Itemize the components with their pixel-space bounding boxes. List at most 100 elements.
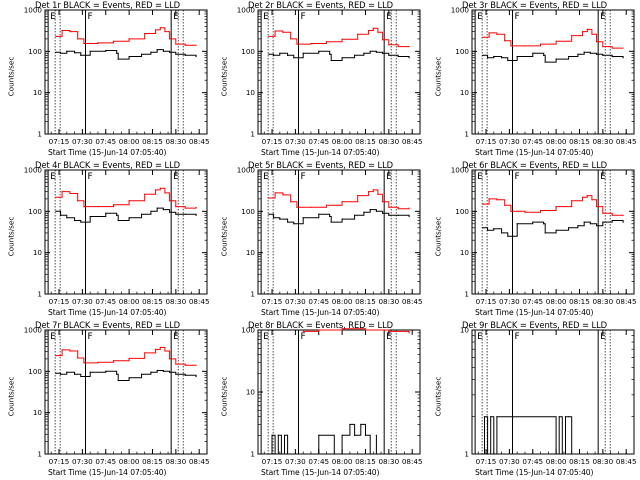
data-point-lld [367,29,370,32]
data-point-lld [602,46,604,48]
data-point-lld [128,200,130,202]
chart-panel-det-4: 1 10 100 1000 07:15 07:30 07:45 08:00 08:15 08:30… [0,160,213,320]
marker-label-e: E [50,172,56,182]
data-point-events [622,57,624,59]
data-point-events [611,55,613,58]
series-line-events [482,51,624,63]
data-point-lld [112,204,115,206]
x-tick-label: 07:45 [308,297,329,306]
x-tick-label: 07:15 [262,297,283,306]
y-tick-label: 1 [250,450,255,459]
data-point-lld [372,27,374,29]
data-point-events [105,212,107,214]
data-point-events [117,379,119,382]
data-point-events [140,373,143,375]
data-point-events [169,211,171,213]
data-point-events [611,219,613,222]
y-axis-title: Counts/sec [433,376,443,417]
x-tick-label: 07:30 [499,137,520,146]
chart-svg: 1 10 07:15 07:30 07:45 08:00 08:15 08:30 08:45 E F… [460,326,637,467]
data-point-lld [524,211,526,213]
data-point-events [567,55,570,58]
data-point-lld [388,330,390,332]
chart-title: Det 4r BLACK = Events, RED = LLD [35,160,181,170]
marker-label-e: E [600,12,606,22]
data-point-lld [97,206,99,208]
data-point-events [408,57,410,59]
data-point-events [408,215,410,218]
data-point-events [175,373,177,375]
data-point-lld [510,45,512,47]
data-point-events [596,53,598,55]
data-point-lld [622,47,624,49]
x-tick-label: 08:00 [546,137,567,146]
data-point-events [341,218,343,220]
marker-label-e: E [50,12,56,22]
chart-title: Det 1r BLACK = Events, RED = LLD [35,0,181,10]
data-point-events [486,453,489,455]
data-point-lld [382,201,384,203]
data-point-lld [581,31,584,33]
data-point-events [483,416,486,418]
plot-frame [257,329,421,455]
data-point-events [329,215,331,218]
marker-label-e: E [386,332,392,342]
data-point-lld [268,197,270,199]
data-point-lld [408,46,410,48]
marker-label-f: F [88,172,93,182]
data-point-events [89,215,91,218]
data-point-lld [169,38,171,40]
x-tick-label: 07:30 [285,457,306,466]
data-point-lld [55,196,57,198]
x-tick-label: 07:30 [285,137,306,146]
data-point-events [486,229,489,231]
x-tick-label: 07:45 [95,137,116,146]
x-tick-label: 08:15 [569,137,590,146]
y-tick-label: 1 [37,450,42,459]
data-point-lld [408,207,410,209]
x-tick-label: 08:15 [142,457,163,466]
plot-frame [471,9,635,135]
x-tick-label: 08:15 [142,137,163,146]
data-point-events [184,54,186,56]
data-point-lld [128,357,130,360]
data-point-events [89,371,91,373]
data-point-lld [591,33,593,35]
data-point-lld [268,35,270,37]
y-axis-title: Counts/sec [219,376,229,417]
data-point-events [195,375,197,378]
marker-label-e: E [173,332,179,342]
data-point-events [543,54,545,56]
x-tick-label: 08:30 [592,137,613,146]
data-point-events [532,221,534,223]
chart-svg: 1 10 100 1000 07:15 07:30 07:45 08:00 08:15 08:30… [237,6,423,147]
data-point-events [150,51,152,53]
data-point-lld [77,200,79,202]
data-point-lld [164,31,166,33]
plot-frame [44,329,208,455]
data-point-lld [539,209,542,212]
data-point-lld [482,36,484,38]
data-point-lld [61,29,63,32]
y-tick-label: 100 [28,47,42,56]
data-point-lld [377,193,379,195]
data-point-lld [159,346,161,348]
marker-label-f: F [515,332,520,342]
x-tick-label: 08:15 [569,457,590,466]
data-point-lld [83,362,85,364]
data-point-lld [184,44,186,46]
x-tick-label: 08:15 [142,297,163,306]
data-point-events [507,59,509,62]
data-point-events [140,53,143,55]
x-tick-label: 07:45 [95,297,116,306]
data-point-events [59,214,62,216]
marker-label-e: E [263,12,269,22]
y-tick-label: 10 [33,408,43,417]
chart-title: Det 8r BLACK = Events, RED = LLD [248,320,394,330]
x-tick-label: 08:45 [616,457,637,466]
data-point-events [140,213,143,215]
chart-panel-det-6: 1 10 100 1000 07:15 07:30 07:45 08:00 08:15 08:30… [427,160,640,320]
data-point-events [375,210,377,212]
data-point-lld [482,203,484,205]
